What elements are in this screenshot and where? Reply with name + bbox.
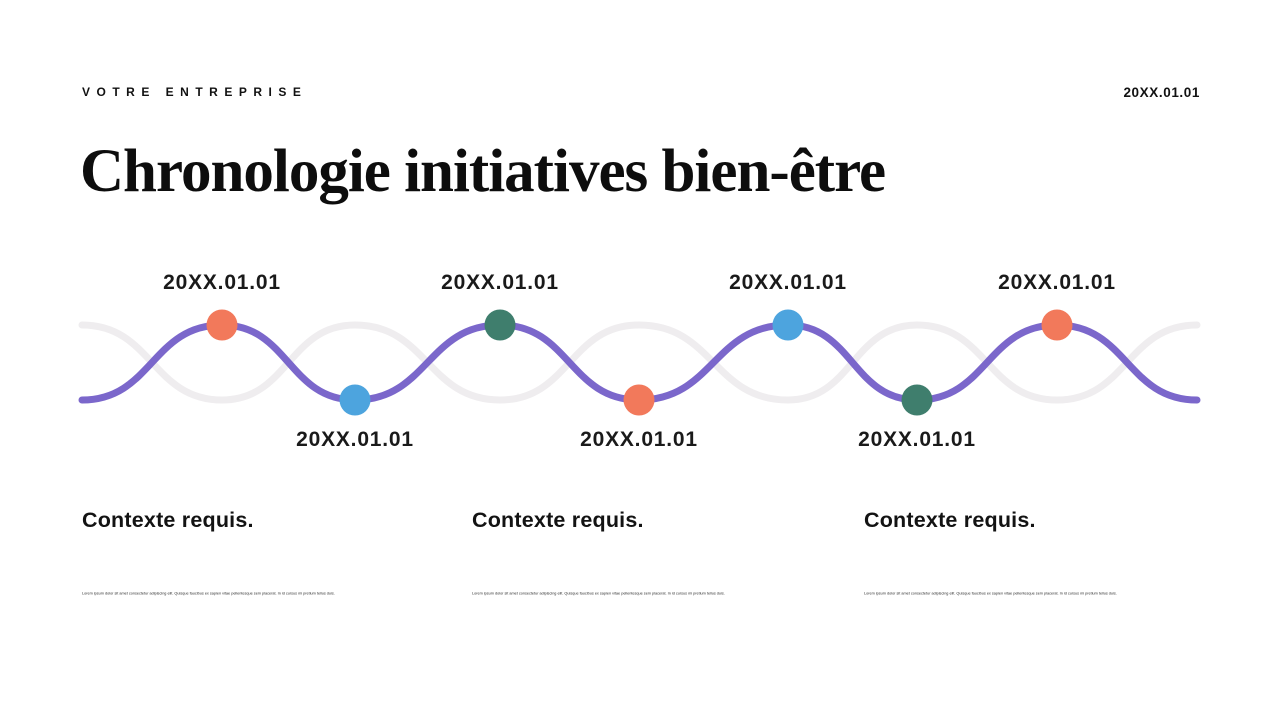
milestone-dot bbox=[901, 384, 933, 416]
milestone-dot bbox=[772, 309, 804, 341]
header-date: 20XX.01.01 bbox=[1123, 85, 1200, 100]
milestone-date-label: 20XX.01.01 bbox=[729, 271, 847, 294]
section-heading: Contexte requis. bbox=[472, 508, 644, 532]
section-heading: Contexte requis. bbox=[82, 508, 254, 532]
section-body-text: Lorem ipsum dolor sit amet consectetur a… bbox=[864, 591, 1117, 596]
milestone-dot bbox=[339, 384, 371, 416]
milestone-date-label: 20XX.01.01 bbox=[580, 428, 698, 451]
milestone-dot bbox=[1041, 309, 1073, 341]
milestone-date-label: 20XX.01.01 bbox=[163, 271, 281, 294]
section-body-text: Lorem ipsum dolor sit amet consectetur a… bbox=[472, 591, 725, 596]
milestone-date-label: 20XX.01.01 bbox=[441, 271, 559, 294]
section-heading: Contexte requis. bbox=[864, 508, 1036, 532]
background-wave-path bbox=[78, 321, 1201, 404]
milestone-date-label: 20XX.01.01 bbox=[998, 271, 1116, 294]
milestone-dot bbox=[484, 309, 516, 341]
milestone-dot bbox=[206, 309, 238, 341]
foreground-wave-path bbox=[78, 321, 1201, 404]
company-name: VOTRE ENTREPRISE bbox=[82, 85, 308, 99]
milestone-date-label: 20XX.01.01 bbox=[296, 428, 414, 451]
page-title: Chronologie initiatives bien-être bbox=[80, 138, 886, 205]
section-body-text: Lorem ipsum dolor sit amet consectetur a… bbox=[82, 591, 335, 596]
milestone-dot bbox=[623, 384, 655, 416]
milestone-date-label: 20XX.01.01 bbox=[858, 428, 976, 451]
